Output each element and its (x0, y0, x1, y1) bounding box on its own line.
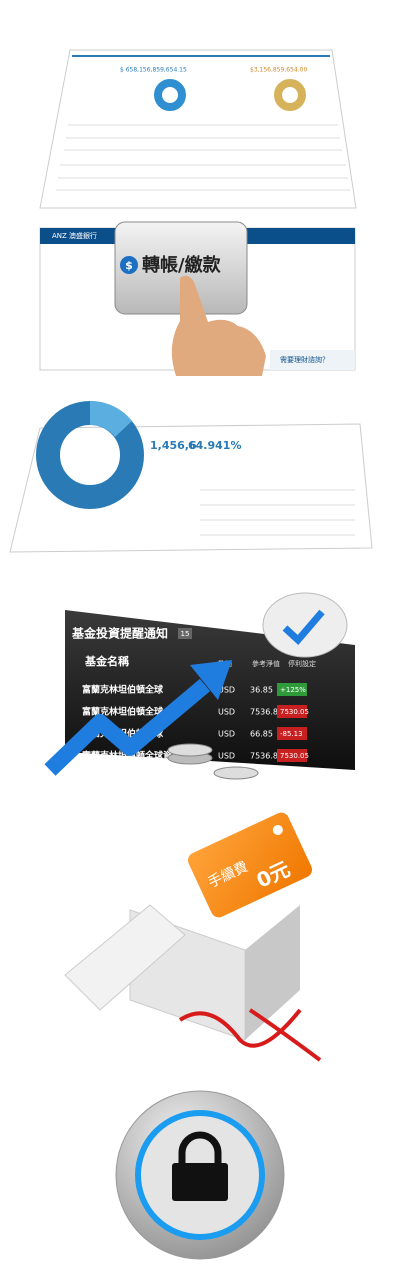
target-badge (277, 727, 307, 740)
ribbon (178, 1008, 322, 1062)
decoration (90, 400, 132, 437)
column-header: 參考淨值 (252, 659, 280, 668)
summary-value: 1,456,6 (150, 439, 197, 452)
help-box (270, 350, 355, 370)
total-assets: $ 658,156,859,654.15 (120, 67, 187, 74)
box-lid (64, 904, 186, 1011)
nav: 66.85 (250, 730, 273, 739)
column-header: 停利設定 (288, 659, 316, 668)
box-side (245, 905, 300, 1040)
target: +125% (280, 686, 306, 694)
decoration (190, 660, 232, 700)
lock-shackle (178, 1131, 222, 1165)
currency: USD (218, 752, 235, 761)
fund-name: 富蘭克林坦伯頓全球 (82, 684, 164, 696)
nav: 36.85 (250, 686, 273, 695)
growth-arrow (44, 678, 211, 776)
speech-bubble (262, 592, 348, 658)
mini-donut (274, 79, 306, 111)
count-badge (178, 628, 192, 639)
fund-count: 15 (181, 630, 190, 638)
fund-title: 基金投資提醒通知 (71, 626, 168, 641)
mini-donut (154, 79, 186, 111)
decoration (272, 824, 283, 835)
nav: 7536.85 (250, 708, 283, 717)
target: 7530.05 (280, 708, 309, 716)
summary-rate: 64.941% (188, 439, 241, 452)
currency: USD (218, 708, 235, 717)
target: 7530.05 (280, 752, 309, 760)
dashboard-panel (39, 49, 357, 209)
total-liabilities: $3,156,859,654.00 (250, 67, 307, 74)
nav: 7536.85 (250, 752, 283, 761)
list-lines (200, 489, 355, 536)
target-badge (277, 683, 307, 696)
button-label: 轉帳/繳款 (142, 254, 222, 276)
decoration (187, 812, 313, 918)
lock-body (172, 1163, 228, 1201)
decoration (213, 766, 259, 780)
currency: USD (218, 730, 235, 739)
decoration (167, 743, 213, 757)
table-lines (56, 124, 350, 191)
fee-tag: 手續費 0元 (187, 812, 313, 918)
target-badge (277, 749, 307, 762)
fund-name: 富蘭克林坦伯頓全球 (82, 706, 164, 718)
help-text: 需要理財諮詢？ (280, 355, 329, 364)
hand (171, 275, 266, 376)
decoration: $ (125, 259, 133, 272)
currency: USD (218, 686, 235, 695)
target-badge (277, 705, 307, 718)
column-name: 基金名稱 (84, 654, 129, 668)
target: -85.13 (280, 730, 303, 738)
bank-name: ANZ 澳盛銀行 (52, 231, 97, 240)
dollar-icon (120, 256, 138, 274)
decoration (282, 609, 325, 646)
